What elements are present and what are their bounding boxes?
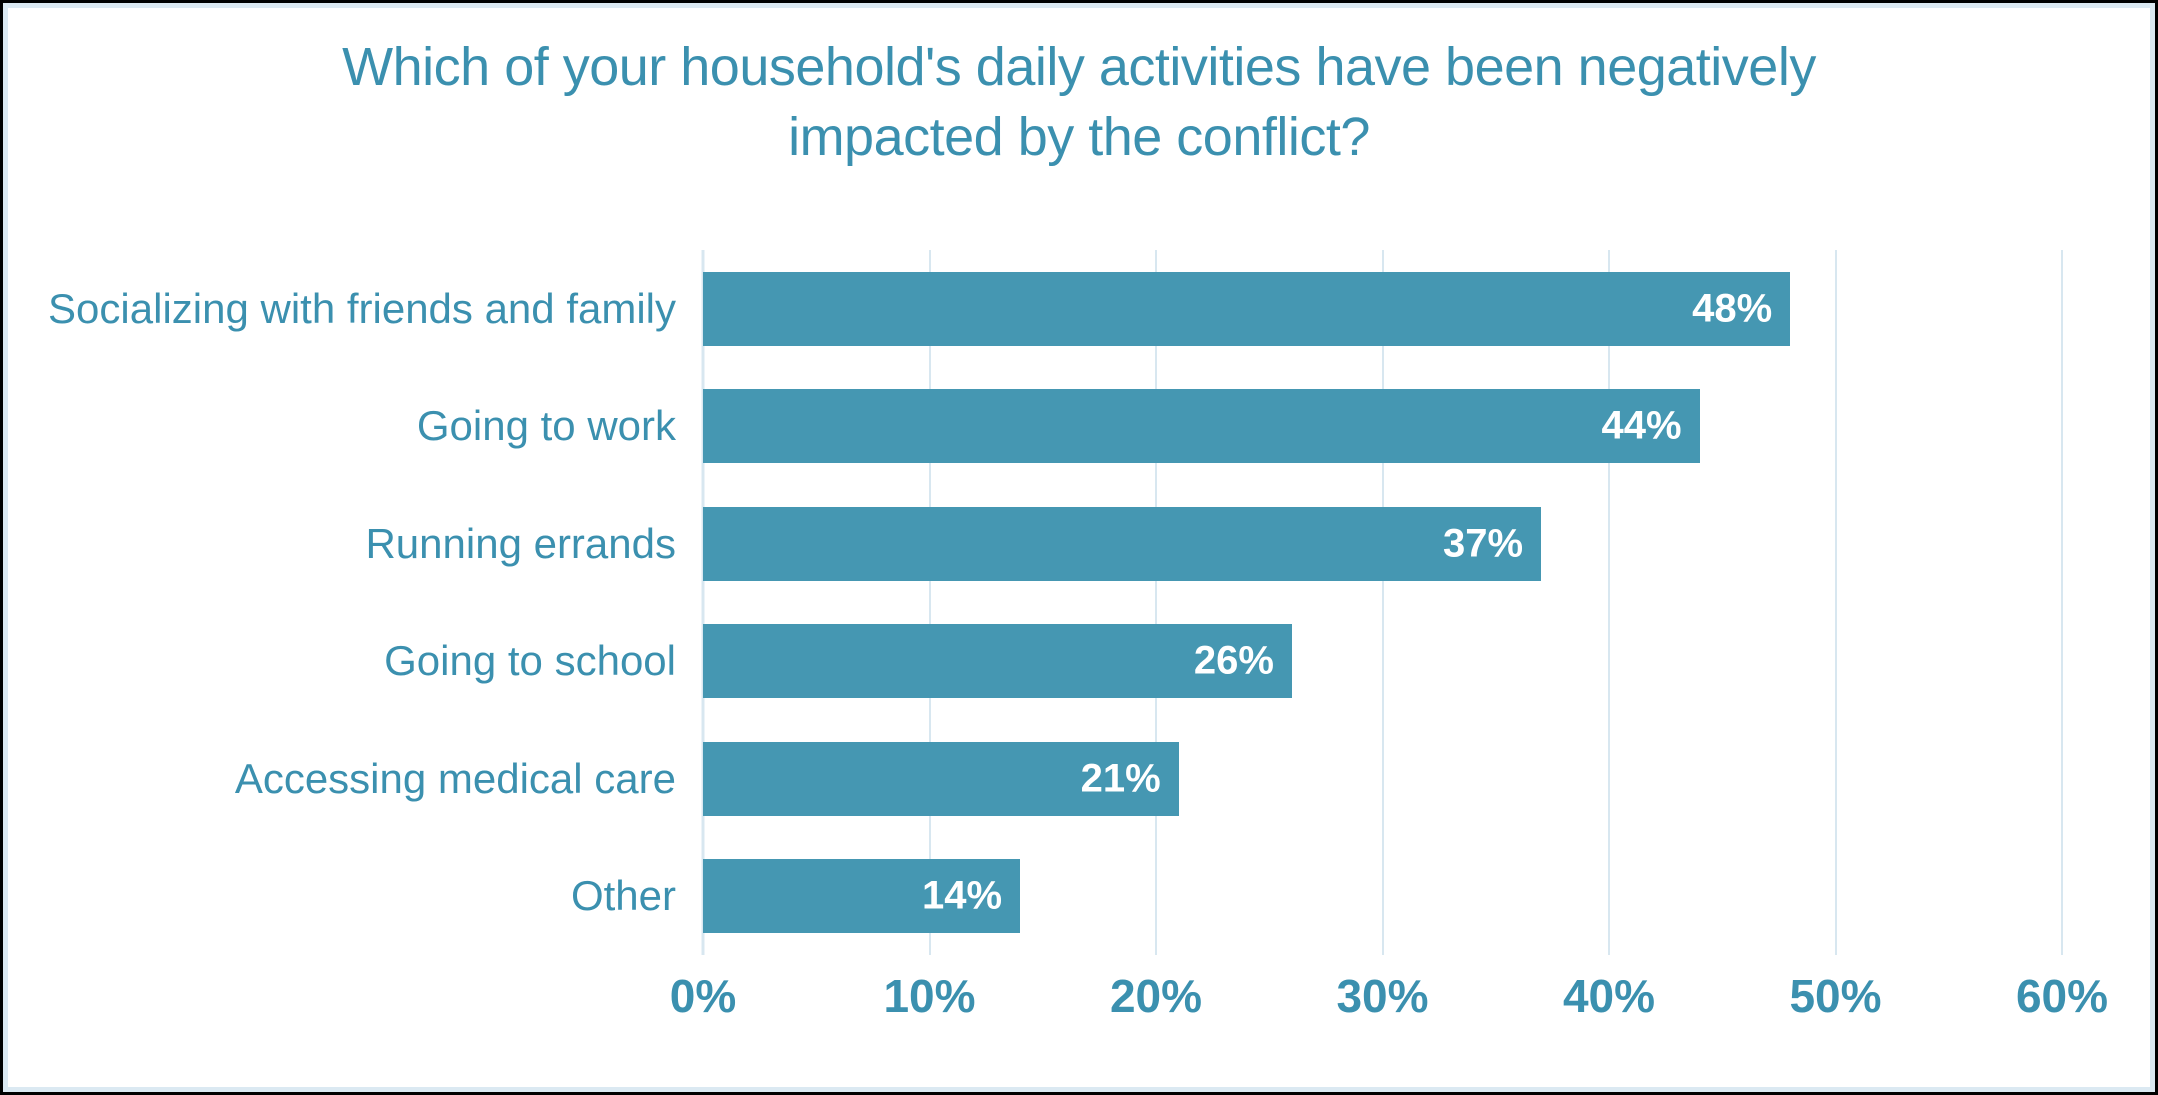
bar-row: 26% <box>703 603 2062 721</box>
bar-row: 14% <box>703 838 2062 956</box>
gridline <box>2061 250 2063 955</box>
chart-main: Socializing with friends and family Going… <box>8 250 2150 955</box>
bar-row: 21% <box>703 720 2062 838</box>
tick-label: 20% <box>1109 970 1203 1022</box>
category-label: Accessing medical care <box>234 754 676 802</box>
chart-title-line-1: Which of your household's daily activiti… <box>342 37 1816 97</box>
gridline <box>928 250 931 955</box>
bar: 44% <box>703 389 1700 464</box>
bar: 26% <box>703 624 1292 699</box>
chart-title-line-2: impacted by the conflict? <box>788 107 1370 167</box>
gridline <box>1608 250 1610 955</box>
chart-canvas: Which of your household's daily activiti… <box>3 3 2155 1092</box>
bar-row: 37% <box>703 485 2062 603</box>
bar-value-label: 21% <box>1080 756 1161 801</box>
tick-label: 50% <box>1789 970 1882 1022</box>
bar-value-label: 48% <box>1692 286 1773 331</box>
chart-title: Which of your household's daily activiti… <box>8 32 2150 172</box>
bar: 21% <box>703 741 1179 816</box>
category-label: Going to work <box>416 402 676 450</box>
tick-label: 30% <box>1336 970 1429 1022</box>
category-label: Socializing with friends and family <box>48 284 676 332</box>
tick-label: 0% <box>669 970 737 1022</box>
category-label: Other <box>570 872 676 920</box>
bar-value-label: 14% <box>922 873 1003 918</box>
bar-row: 48% <box>703 250 2062 368</box>
bar: 48% <box>703 271 1791 346</box>
tick-label: 10% <box>883 970 976 1022</box>
gridline <box>1834 250 1837 955</box>
plot-area: 48% 44% 37% 26% 21% 14% <box>701 250 2063 956</box>
category-label: Running errands <box>365 519 676 567</box>
bar-value-label: 44% <box>1601 403 1682 448</box>
value-axis-line <box>701 250 705 955</box>
category-label: Going to school <box>384 637 676 685</box>
gridline <box>1155 250 1157 955</box>
tick-label: 60% <box>2015 970 2109 1022</box>
bar-row: 44% <box>703 368 2062 486</box>
gridline <box>1381 250 1384 955</box>
bar: 14% <box>703 859 1021 934</box>
bar-value-label: 37% <box>1442 521 1524 566</box>
category-axis: Socializing with friends and family Going… <box>8 250 703 955</box>
value-axis: 0% 10% 20% 30% 40% 50% 60% <box>670 969 2108 1041</box>
bar: 37% <box>703 506 1542 581</box>
bar-value-label: 26% <box>1193 638 1274 683</box>
tick-label: 40% <box>1562 970 1656 1022</box>
